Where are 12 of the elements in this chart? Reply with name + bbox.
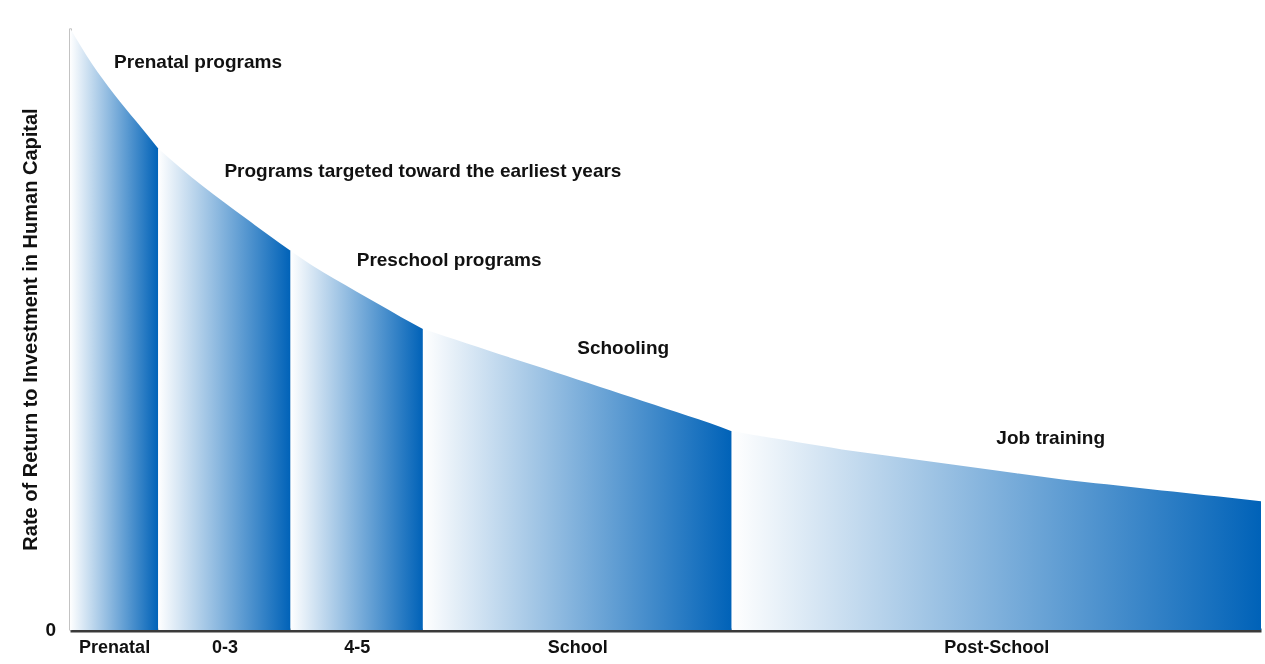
x-tick-label: 0-3 bbox=[211, 636, 238, 657]
series-label: Prenatal programs bbox=[114, 51, 283, 73]
x-tick-label: School bbox=[547, 636, 608, 657]
x-tick-label: Post-School bbox=[944, 636, 1050, 657]
series-label: Job training bbox=[996, 427, 1106, 449]
series-label: Schooling bbox=[577, 336, 670, 358]
y-axis-title: Rate of Return to Investment in Human Capital bbox=[18, 108, 41, 551]
x-tick-label: Prenatal bbox=[79, 636, 151, 657]
series-label: Preschool programs bbox=[356, 248, 542, 270]
x-tick-label: 4-5 bbox=[344, 636, 371, 657]
series-label: Programs targeted toward the earliest years bbox=[224, 159, 622, 181]
text: 0 bbox=[45, 619, 56, 640]
